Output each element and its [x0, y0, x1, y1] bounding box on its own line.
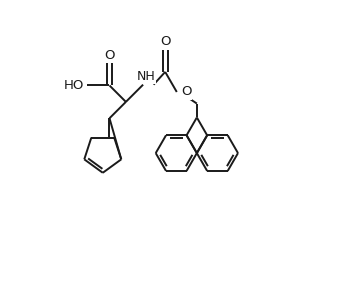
Text: O: O [104, 49, 115, 62]
Text: NH: NH [136, 70, 155, 83]
Text: O: O [160, 35, 170, 48]
Text: HO: HO [64, 79, 84, 92]
Text: O: O [181, 86, 191, 98]
